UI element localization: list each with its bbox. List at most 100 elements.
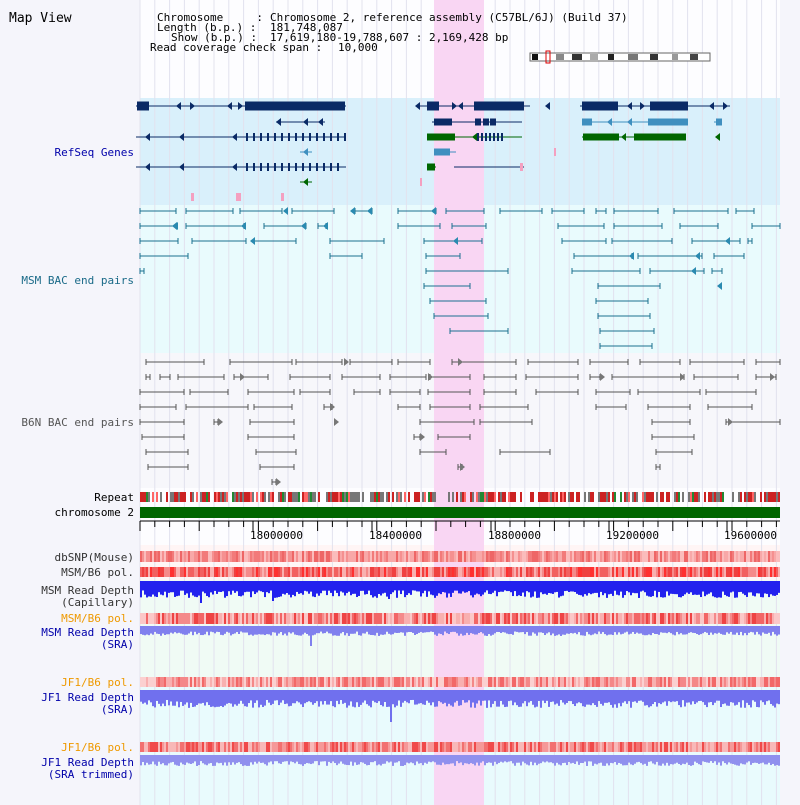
track-label-b6n-bac[interactable]: B6N BAC end pairs [21,416,134,429]
heat-cell [620,742,622,752]
depth-bar [654,755,656,765]
depth-bar [758,626,760,635]
repeat-element [422,492,424,502]
track-label-msm-bac[interactable]: MSM BAC end pairs [21,274,134,287]
heat-cell [600,613,602,624]
heat-cell [720,742,722,752]
depth-bar [584,626,586,636]
depth-bar [500,581,502,592]
heat-cell [722,613,724,624]
depth-bar [538,626,540,633]
depth-bar [528,690,530,703]
heat-cell [502,613,504,624]
depth-bar [712,690,714,706]
heat-cell [422,551,424,562]
depth-bar [248,755,250,766]
exon-block [245,101,345,111]
depth-bar [680,755,682,766]
track-label-jf1-b6-pol-2[interactable]: JF1/B6 pol. [61,741,134,754]
depth-bar [450,626,452,633]
exon-block [253,133,255,141]
depth-bar [554,690,556,705]
repeat-element [562,492,564,502]
heat-cell [646,742,648,752]
depth-bar [580,755,582,763]
heat-cell [758,613,760,624]
depth-bar [702,755,704,762]
depth-bar [374,690,376,703]
heat-cell [468,677,470,687]
depth-bar [200,690,202,704]
depth-bar [170,581,172,593]
heat-cell [152,613,154,624]
track-label-msm-depth-capillary[interactable]: MSM Read Depth [41,584,134,597]
depth-bar [430,626,432,632]
depth-bar [380,626,382,635]
heat-cell [528,742,530,752]
heat-cell [366,551,368,562]
strand-arrow [715,133,720,141]
heat-cell [176,677,178,687]
heat-cell [348,551,350,562]
heat-cell [704,567,706,577]
track-label-jf1-depth-sra[interactable]: JF1 Read Depth [41,691,134,704]
heat-cell [494,677,496,687]
strand-arrow [640,102,645,110]
depth-bar [516,690,518,706]
exon-block [295,133,297,141]
depth-bar [736,690,738,705]
exon-block [309,133,311,141]
depth-bar [734,626,736,635]
track-label-msm-depth-sra[interactable]: MSM Read Depth [41,626,134,639]
heat-cell [474,567,476,577]
heat-cell [264,551,266,562]
depth-bar [704,626,706,632]
heat-cell [508,677,510,687]
depth-bar [174,755,176,765]
track-label-dbsnp[interactable]: dbSNP(Mouse) [54,551,134,564]
repeat-element [330,492,332,502]
exon-block [582,118,592,126]
depth-bar [328,690,330,705]
heat-cell [148,677,150,687]
depth-bar [632,581,634,593]
heat-cell [478,551,480,562]
strand-arrow [232,163,237,171]
depth-bar [406,690,408,703]
depth-bar [556,626,558,636]
depth-bar [152,690,154,707]
depth-bar [528,626,530,636]
depth-bar [644,755,646,764]
heat-cell [154,613,156,624]
heat-cell [652,567,654,577]
repeat-element [294,492,296,502]
depth-bar [314,626,316,635]
heat-cell [670,613,672,624]
depth-bar [314,755,316,762]
depth-bar [684,581,686,595]
depth-bar [466,690,468,703]
depth-bar [762,626,764,633]
track-label-repeat[interactable]: Repeat [94,491,134,504]
depth-bar [238,626,240,634]
heat-cell [396,567,398,577]
depth-bar [254,581,256,595]
depth-bar [660,755,662,766]
heat-cell [454,551,456,562]
depth-bar [542,755,544,762]
track-label-refseq[interactable]: RefSeq Genes [54,146,134,159]
depth-bar [204,626,206,635]
depth-bar [270,626,272,636]
track-label-jf1-b6-pol-1[interactable]: JF1/B6 pol. [61,676,134,689]
depth-bar [690,626,692,633]
depth-bar [190,581,192,593]
depth-bar [436,581,438,596]
heat-cell [484,742,486,752]
heat-cell [590,742,592,752]
track-label-msm-b6-pol-2[interactable]: MSM/B6 pol. [61,612,134,625]
depth-bar [654,626,656,635]
track-label-msm-b6-pol-1[interactable]: MSM/B6 pol. [61,566,134,579]
heat-cell [346,567,348,577]
track-label-jf1-depth-trimmed[interactable]: JF1 Read Depth [41,756,134,769]
